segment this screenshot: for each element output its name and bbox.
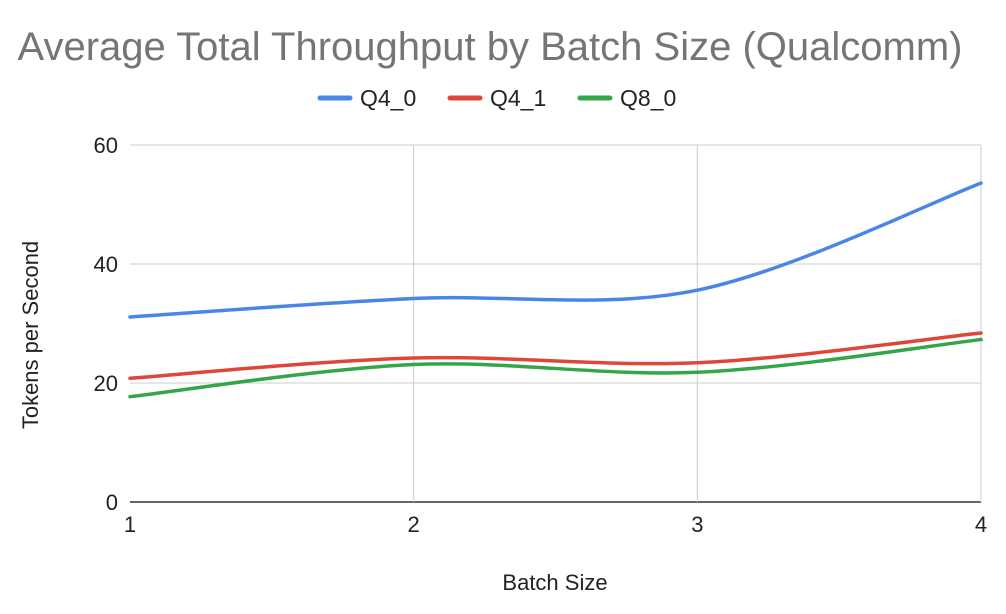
legend-label: Q4_0 — [360, 85, 416, 111]
x-tick-label: 4 — [975, 512, 987, 537]
legend-item-q4-0: Q4_0 — [317, 85, 416, 111]
x-axis-label: Batch Size — [502, 570, 607, 595]
legend-item-q8-0: Q8_0 — [577, 85, 676, 111]
y-tick-label: 20 — [94, 371, 118, 396]
gridlines — [130, 144, 982, 503]
x-tick-label: 2 — [408, 512, 420, 537]
series-line-q4-0 — [128, 181, 983, 319]
y-axis-label: Tokens per Second — [18, 241, 43, 429]
legend-label: Q4_1 — [490, 85, 546, 111]
y-tick-label: 60 — [94, 133, 118, 158]
series-line-q8-0 — [128, 337, 983, 399]
series-line-q4-1 — [128, 331, 983, 380]
chart-title: Average Total Throughput by Batch Size (… — [18, 25, 963, 69]
y-axis-ticks: 0 20 40 60 — [94, 133, 118, 515]
legend-label: Q8_0 — [620, 85, 676, 111]
y-tick-label: 0 — [106, 490, 118, 515]
y-tick-label: 40 — [94, 252, 118, 277]
legend-item-q4-1: Q4_1 — [447, 85, 546, 111]
series-lines — [128, 181, 983, 399]
x-tick-label: 3 — [691, 512, 703, 537]
x-tick-label: 1 — [124, 512, 136, 537]
x-axis-ticks: 1 2 3 4 — [124, 512, 987, 537]
legend: Q4_0 Q4_1 Q8_0 — [317, 85, 676, 111]
